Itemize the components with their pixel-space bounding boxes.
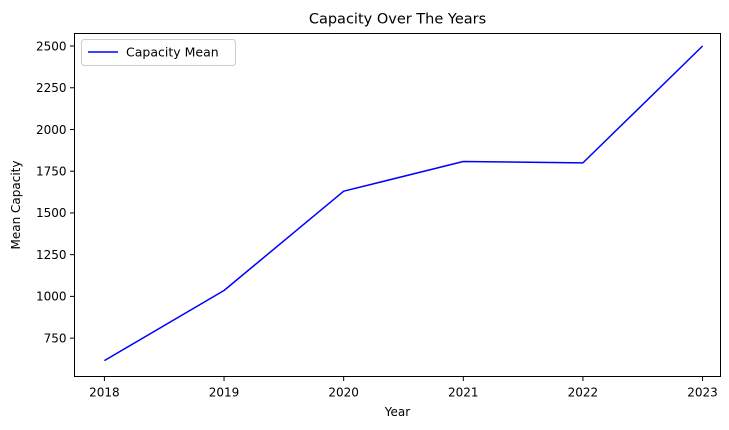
x-tick-label: 2019	[209, 386, 240, 400]
y-tick-label: 1250	[36, 248, 67, 262]
x-axis-label: Year	[384, 405, 410, 419]
x-tick-label: 2018	[89, 386, 120, 400]
y-tick-label: 750	[44, 331, 67, 345]
legend: Capacity Mean	[81, 39, 236, 66]
chart-title: Capacity Over The Years	[309, 12, 486, 28]
y-tick-label: 1500	[36, 206, 67, 220]
x-tick-label: 2020	[328, 386, 359, 400]
y-axis-ticks: 750 1000 1250 1500 1750 2000 2250 2500	[36, 39, 75, 345]
y-tick-label: 1000	[36, 290, 67, 304]
legend-label: Capacity Mean	[126, 45, 219, 60]
x-tick-label: 2021	[448, 386, 479, 400]
plot-area	[74, 33, 721, 377]
y-tick-label: 2000	[36, 123, 67, 137]
x-axis-ticks: 2018 2019 2020 2021 2022 2023	[89, 376, 718, 400]
y-tick-label: 2250	[36, 81, 67, 95]
series-line-capacity-mean	[104, 45, 704, 362]
series-layer	[104, 45, 704, 362]
y-tick-label: 1750	[36, 165, 67, 179]
legend-box	[81, 39, 236, 66]
x-tick-label: 2023	[687, 386, 718, 400]
y-tick-label: 2500	[36, 39, 67, 53]
x-tick-label: 2022	[568, 386, 599, 400]
y-axis-label: Mean Capacity	[9, 161, 23, 250]
